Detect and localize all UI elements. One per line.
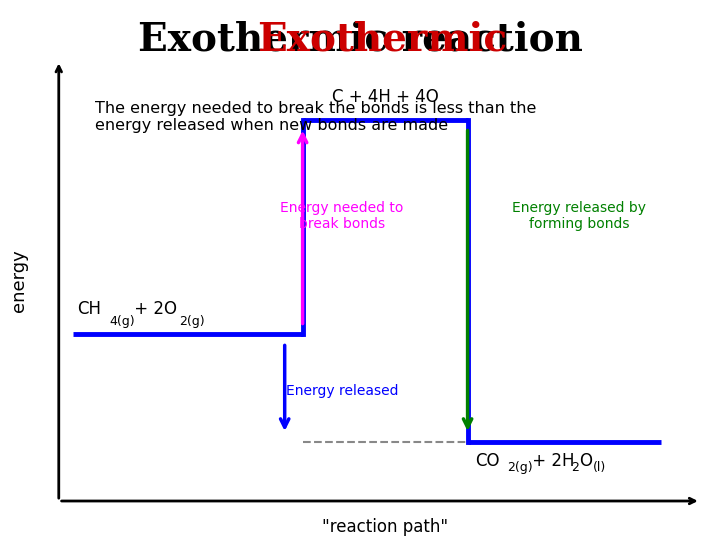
Text: Exothermic reaction: Exothermic reaction — [138, 20, 582, 58]
Text: 2: 2 — [572, 461, 580, 474]
Text: "reaction path": "reaction path" — [322, 518, 448, 536]
Text: energy: energy — [10, 249, 28, 312]
Text: Energy released by
forming bonds: Energy released by forming bonds — [512, 201, 646, 231]
Text: CO: CO — [474, 451, 499, 470]
Text: 4(g): 4(g) — [109, 315, 135, 328]
Text: O: O — [580, 451, 593, 470]
Text: Exothermic: Exothermic — [257, 20, 507, 58]
Text: CH: CH — [77, 300, 101, 319]
Text: Energy needed to
break bonds: Energy needed to break bonds — [280, 201, 404, 231]
Text: The energy needed to break the bonds is less than the
energy released when new b: The energy needed to break the bonds is … — [94, 101, 536, 133]
Text: Energy released: Energy released — [286, 384, 398, 398]
Text: C + 4H + 4O: C + 4H + 4O — [332, 88, 438, 106]
Text: 2(g): 2(g) — [179, 315, 205, 328]
Text: 2(g): 2(g) — [507, 461, 533, 474]
Text: (l): (l) — [593, 461, 606, 474]
Text: + 2O: + 2O — [129, 300, 177, 319]
Text: + 2H: + 2H — [527, 451, 575, 470]
